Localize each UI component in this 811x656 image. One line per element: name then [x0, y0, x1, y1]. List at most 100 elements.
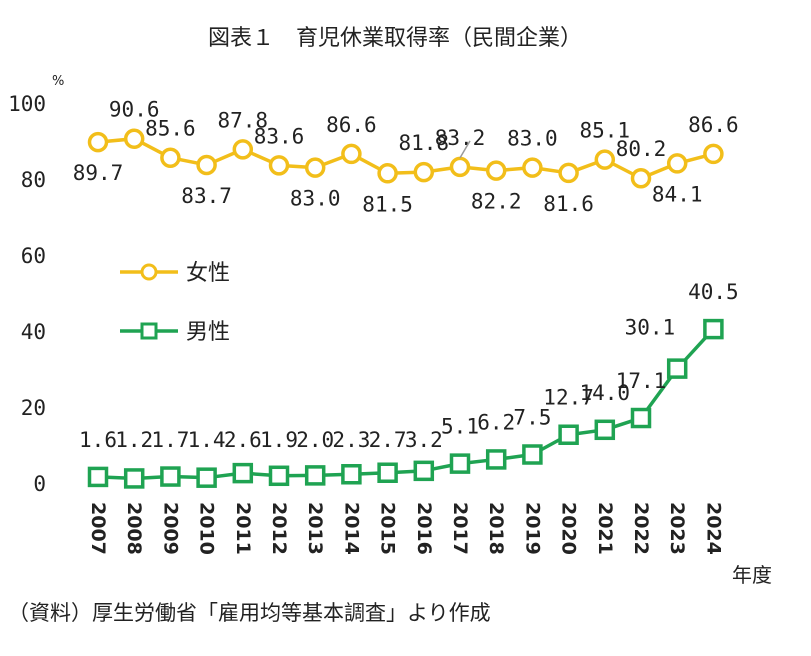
men-data-label: 1.6 [79, 428, 117, 452]
x-tick-label: 2024 [702, 502, 724, 555]
women-point [703, 143, 724, 165]
men-point [196, 467, 217, 488]
x-unit-label: 年度 [732, 563, 772, 587]
legend-marker-men [140, 322, 158, 340]
y-tick-label: 100 [8, 92, 46, 116]
men-point [485, 449, 507, 470]
men-point [160, 466, 181, 487]
women-data-label: 80.2 [616, 137, 667, 161]
x-tick-label: 2007 [87, 502, 109, 555]
y-tick-label: 0 [33, 472, 46, 496]
women-data-label: 85.6 [145, 117, 196, 141]
men-point [558, 424, 579, 445]
women-point [594, 149, 616, 170]
women-point [449, 156, 471, 178]
women-data-label: 84.1 [652, 182, 703, 206]
y-tick-label: 40 [21, 320, 46, 344]
women-data-label: 81.5 [362, 192, 413, 216]
plot-area: 89.7 90.685.6 83.7 87.883.6 83.0 86.6 81.5 81.8… [73, 98, 739, 489]
men-data-label: 30.1 [625, 316, 676, 340]
x-tick-label: 2011 [232, 502, 254, 555]
women-point [377, 163, 398, 184]
women-point [123, 128, 145, 149]
women-point [413, 161, 435, 183]
chart-title: 図表１ 育児休業取得率（民間企業） [208, 26, 582, 51]
x-tick-label: 2009 [159, 502, 181, 555]
women-data-label: 81.6 [543, 192, 594, 216]
x-tick-label: 2018 [485, 502, 507, 555]
y-tick-label: 60 [21, 244, 46, 268]
men-data-label: 40.5 [688, 280, 739, 304]
women-point [160, 147, 181, 168]
women-data-label: 83.0 [507, 127, 558, 151]
x-tick-label: 2020 [558, 502, 580, 555]
men-data-label: 1.4 [188, 428, 226, 452]
x-tick-label: 2013 [304, 502, 326, 555]
men-data-label: 14.0 [580, 381, 631, 405]
x-tick-label: 2010 [196, 502, 218, 555]
x-tick-label: 2019 [521, 502, 543, 555]
x-tick-label: 2021 [594, 502, 616, 555]
women-point [522, 157, 543, 178]
women-point [666, 153, 688, 174]
men-point [594, 419, 616, 441]
men-data-label: 2.3 [332, 428, 370, 452]
women-point [558, 162, 579, 184]
men-data-label: 5.1 [441, 415, 479, 439]
men-data-label: 3.2 [405, 428, 443, 452]
y-axis: 0 20 40 60 80 100 [8, 92, 46, 496]
women-data-label: 83.6 [254, 124, 305, 148]
men-point [413, 460, 435, 482]
men-point [666, 358, 688, 379]
women-data-label: 86.6 [688, 113, 739, 137]
women-data-label: 86.6 [326, 113, 377, 137]
legend-label-men: 男性 [186, 320, 230, 345]
men-point [522, 444, 543, 465]
men-data-label: 2.7 [369, 428, 407, 452]
men-point [630, 407, 652, 429]
men-data-label: 1.7 [151, 428, 189, 452]
women-data-label: 87.8 [218, 108, 269, 132]
men-point [377, 462, 398, 483]
women-data-label: 83.0 [290, 187, 341, 211]
men-point [449, 453, 471, 474]
women-data-label: 85.1 [580, 119, 631, 143]
men-point [232, 462, 254, 484]
men-point [123, 468, 145, 489]
x-tick-label: 2008 [123, 502, 145, 555]
men-point [341, 464, 362, 485]
y-tick-label: 80 [21, 168, 46, 192]
women-point [304, 157, 326, 178]
x-tick-label: 2015 [377, 502, 399, 555]
x-axis: 2007 2008 2009 2010 2011 2012 2013 2014 2015 2016… [87, 502, 724, 555]
men-point [703, 318, 724, 340]
legend-label-women: 女性 [186, 261, 230, 286]
x-tick-label: 2017 [449, 502, 471, 555]
men-point [304, 465, 326, 486]
women-point [341, 143, 362, 165]
x-tick-label: 2012 [268, 502, 290, 555]
women-point [630, 167, 652, 189]
men-data-label: 17.1 [616, 369, 667, 393]
men-data-label: 1.9 [260, 428, 298, 452]
x-tick-label: 2016 [413, 502, 435, 555]
x-tick-label: 2022 [630, 502, 652, 555]
women-data-label: 82.2 [471, 190, 522, 214]
men-point [268, 465, 290, 487]
y-unit-label: % [52, 74, 64, 89]
legend-marker-women [140, 263, 158, 281]
women-point [87, 131, 109, 153]
men-data-label: 6.2 [477, 410, 515, 434]
men-data-label: 7.5 [513, 406, 551, 430]
men-data-label: 2.6 [224, 428, 262, 452]
men-point [87, 466, 109, 488]
men-data-label: 1.2 [115, 428, 153, 452]
x-tick-label: 2014 [340, 502, 362, 555]
women-data-label: 83.7 [181, 184, 232, 208]
men-data-label: 12.7 [543, 386, 594, 410]
source-note: （資料）厚生労働省「雇用均等基本調査」より作成 [8, 601, 491, 625]
women-point [268, 155, 290, 176]
women-point [232, 139, 254, 160]
